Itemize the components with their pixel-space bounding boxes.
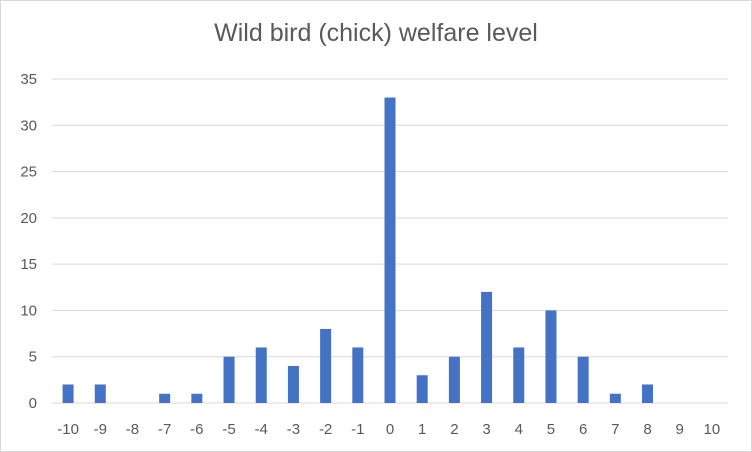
x-tick-label: 6 (579, 421, 587, 438)
y-tick-label: 35 (20, 71, 37, 88)
x-tick-label: -2 (319, 421, 332, 438)
x-tick-label: 4 (515, 421, 523, 438)
x-tick-label: -6 (190, 421, 203, 438)
bar-0 (384, 97, 396, 403)
y-tick-label: 30 (20, 117, 37, 134)
x-tick-label: 5 (547, 421, 555, 438)
x-tick-label: -7 (158, 421, 171, 438)
x-tick-label: 10 (704, 421, 721, 438)
x-tick-label: -9 (94, 421, 107, 438)
bar--9 (94, 384, 106, 403)
x-tick-label: 3 (482, 421, 490, 438)
x-tick-label: 1 (418, 421, 426, 438)
bar--3 (287, 365, 299, 403)
y-tick-label: 25 (20, 164, 37, 181)
y-tick-label: 15 (20, 256, 37, 273)
bar--7 (159, 393, 171, 403)
bar--5 (223, 356, 235, 403)
bar-6 (577, 356, 589, 403)
y-tick-label: 0 (29, 395, 37, 412)
bar-2 (448, 356, 460, 403)
bar-1 (416, 375, 428, 403)
bar--1 (352, 347, 364, 403)
x-tick-label: -4 (255, 421, 268, 438)
bar--10 (62, 384, 74, 403)
bar--6 (191, 393, 203, 403)
x-tick-label: -8 (126, 421, 139, 438)
y-tick-label: 10 (20, 302, 37, 319)
x-tick-label: -1 (351, 421, 364, 438)
bars (62, 97, 654, 403)
y-tick-label: 20 (20, 210, 37, 227)
bar-5 (545, 310, 557, 403)
y-axis-ticks: 0 5 10 15 20 25 30 35 (20, 71, 37, 412)
bar--4 (255, 347, 267, 403)
bar-7 (609, 393, 621, 403)
x-tick-label: -3 (287, 421, 300, 438)
x-axis-ticks: -10 -9 -8 -7 -6 -5 -4 -3 -2 -1 0 1 2 3 4 5 6 7 8 9 10 (57, 421, 720, 438)
x-tick-label: 2 (450, 421, 458, 438)
x-tick-label: -5 (222, 421, 235, 438)
bar--2 (320, 328, 332, 403)
x-tick-label: 8 (643, 421, 651, 438)
x-tick-label: 7 (611, 421, 619, 438)
chart-title: Wild bird (chick) welfare level (214, 19, 538, 47)
x-tick-label: 9 (676, 421, 684, 438)
bar-4 (513, 347, 525, 403)
bar-8 (642, 384, 654, 403)
y-tick-label: 5 (29, 349, 37, 366)
bar-3 (481, 291, 493, 403)
x-tick-label: -10 (57, 421, 79, 438)
x-tick-label: 0 (386, 421, 394, 438)
